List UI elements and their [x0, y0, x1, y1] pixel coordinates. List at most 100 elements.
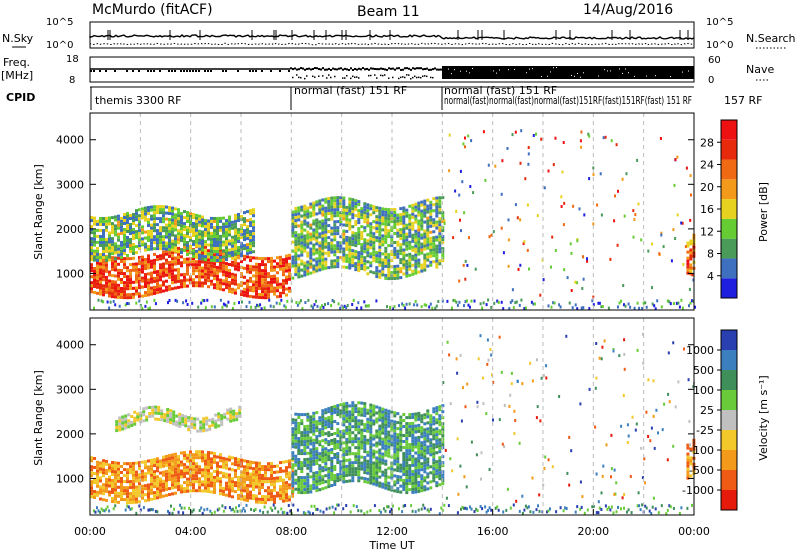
echo-cell [411, 272, 415, 276]
echo-cell [90, 258, 93, 262]
near-range-cell [268, 298, 271, 302]
echo-cell [126, 242, 129, 245]
echo-cell [369, 225, 373, 229]
freq-band-gap [466, 70, 467, 72]
echo-cell [252, 479, 255, 483]
echo-cell [138, 461, 141, 465]
echo-cell [384, 453, 388, 457]
echo-cell [279, 467, 282, 471]
echo-cell [294, 454, 298, 458]
echo-cell [246, 252, 249, 256]
freq-dot [418, 67, 420, 70]
nave-dot [318, 75, 320, 77]
echo-cell [411, 412, 415, 416]
echo-cell [114, 476, 117, 480]
power-colorbar-swatch [721, 139, 737, 160]
echo-cell [345, 470, 349, 474]
echo-cell [324, 465, 328, 469]
echo-cell [312, 207, 316, 211]
echo-cell [166, 414, 170, 417]
echo-cell [309, 235, 313, 239]
echo-cell [426, 475, 430, 479]
echo-cell [312, 420, 316, 424]
near-range-cell [269, 304, 272, 308]
echo-cell [222, 462, 225, 466]
near-range-cell [147, 307, 150, 311]
echo-cell [393, 438, 397, 442]
echo-cell [300, 223, 304, 227]
echo-cell [369, 270, 373, 274]
echo-cell [181, 420, 185, 424]
echo-cell [192, 486, 195, 490]
echo-cell [273, 482, 276, 486]
echo-cell [186, 453, 189, 457]
echo-cell [96, 249, 99, 253]
echo-cell [279, 285, 282, 289]
echo-cell [141, 213, 144, 217]
nave-dot [204, 70, 206, 72]
echo-cell [255, 482, 258, 486]
echo-cell [114, 464, 117, 468]
echo-cell [294, 237, 298, 241]
echo-cell [339, 466, 343, 470]
echo-cell [192, 269, 195, 273]
echo-cell [138, 259, 141, 263]
echo-cell [357, 443, 361, 447]
echo-cell [306, 427, 310, 431]
echo-cell [378, 215, 382, 219]
echo-cell [252, 232, 255, 236]
echo-cell [171, 257, 174, 261]
scatter-cell [592, 222, 595, 226]
echo-cell [270, 262, 273, 266]
near-range-cell [467, 303, 470, 307]
echo-cell [99, 268, 102, 272]
echo-cell [270, 259, 273, 263]
echo-cell [372, 476, 376, 480]
echo-cell [171, 480, 174, 484]
echo-cell [306, 239, 310, 243]
echo-cell [102, 229, 105, 232]
echo-cell [423, 422, 427, 426]
echo-cell [192, 260, 195, 264]
echo-cell [435, 466, 439, 470]
echo-cell [300, 491, 304, 495]
echo-cell [333, 465, 337, 468]
scatter-cell [676, 213, 679, 217]
echo-cell [408, 219, 412, 223]
echo-cell [141, 276, 144, 280]
echo-cell [219, 492, 222, 496]
echo-cell [366, 465, 370, 469]
echo-cell [150, 274, 153, 278]
echo-cell [228, 233, 231, 237]
echo-cell [201, 218, 204, 222]
echo-cell [686, 259, 690, 263]
echo-cell [417, 474, 421, 478]
echo-cell [102, 468, 105, 472]
echo-cell [297, 224, 301, 228]
echo-cell [207, 451, 210, 454]
echo-cell [408, 443, 412, 447]
near-range-cell [607, 306, 610, 310]
echo-cell [93, 216, 96, 220]
echo-cell [156, 484, 159, 488]
freq-band-gap [682, 71, 683, 73]
echo-cell [342, 241, 346, 245]
echo-cell [351, 452, 355, 456]
echo-cell [378, 269, 382, 273]
echo-cell [417, 243, 421, 247]
echo-cell [162, 271, 165, 275]
echo-cell [138, 214, 141, 218]
echo-cell [426, 246, 430, 250]
echo-cell [99, 262, 102, 266]
near-range-cell [511, 299, 514, 303]
echo-cell [162, 280, 165, 284]
echo-cell [108, 222, 111, 226]
echo-cell [435, 409, 439, 413]
echo-cell [339, 436, 343, 440]
echo-cell [156, 258, 159, 262]
echo-cell [153, 217, 156, 221]
echo-cell [267, 489, 270, 493]
echo-cell [372, 247, 376, 251]
echo-cell [303, 449, 307, 453]
echo-cell [222, 471, 225, 475]
